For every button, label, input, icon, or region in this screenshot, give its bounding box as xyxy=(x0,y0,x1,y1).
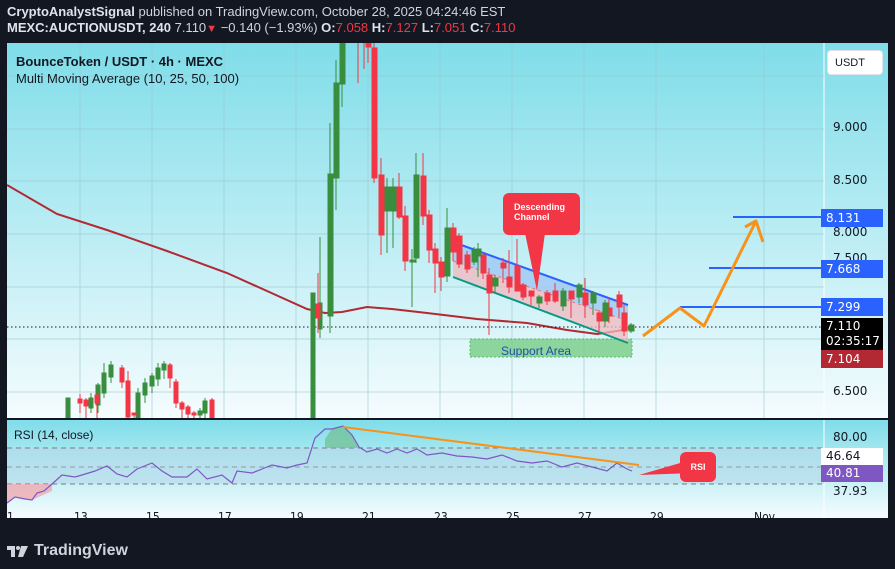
rsi-callout: RSI xyxy=(680,452,716,482)
down-triangle-icon: ▼ xyxy=(206,23,218,35)
publisher-line: CryptoAnalystSignal published on Trading… xyxy=(7,4,888,20)
time-tick: 27 xyxy=(578,510,592,524)
tradingview-brand: TradingView xyxy=(34,542,128,559)
time-tick: 1 xyxy=(7,510,14,524)
chart-container[interactable]: BounceToken / USDT · 4h · MEXC Multi Mov… xyxy=(7,43,888,531)
price-tick: 8.500 xyxy=(833,173,868,187)
target-price-tag: 7.299 xyxy=(821,298,883,316)
indicator-label[interactable]: Multi Moving Average (10, 25, 50, 100) xyxy=(16,71,240,86)
tradingview-footer[interactable]: TradingView xyxy=(7,538,128,564)
chart-legend: BounceToken / USDT · 4h · MEXC Multi Mov… xyxy=(16,53,239,87)
time-tick: Nov xyxy=(754,510,776,524)
channel-top-line xyxy=(452,241,629,306)
open-label: O: xyxy=(321,20,336,35)
current-price-tag: 7.110 02:35:17 xyxy=(821,318,883,350)
close-label: C: xyxy=(470,20,484,35)
last-price: 7.110 xyxy=(174,20,207,35)
chart-title: BounceToken / USDT · 4h · MEXC xyxy=(16,54,224,69)
tradingview-logo-icon xyxy=(7,545,28,557)
projection-arrow xyxy=(642,220,758,338)
high-value: 7.127 xyxy=(385,20,419,35)
publish-header: CryptoAnalystSignal published on Trading… xyxy=(0,0,895,42)
ma-100-line xyxy=(7,184,633,336)
currency-button[interactable]: USDT xyxy=(827,50,883,75)
published-text: published on TradingView.com, October 28… xyxy=(138,4,506,19)
rsi-legend[interactable]: RSI (14, close) xyxy=(14,428,94,442)
support-area-box xyxy=(469,338,633,358)
price-tick: 8.000 xyxy=(833,225,868,239)
symbol-line: MEXC:AUCTIONUSDT, 240 7.110▼ −0.140 (−1.… xyxy=(7,20,888,37)
close-value: 7.110 xyxy=(483,20,516,35)
time-tick: 29 xyxy=(650,510,664,524)
callout-line: Descending xyxy=(514,202,566,212)
time-tick: 13 xyxy=(74,510,88,524)
rsi-tick: 37.93 xyxy=(833,484,868,498)
chart-canvas[interactable] xyxy=(7,43,888,531)
ma-price-tag: 7.104 xyxy=(821,350,883,368)
rsi-trend-line xyxy=(342,426,640,466)
publisher-name[interactable]: CryptoAnalystSignal xyxy=(7,4,135,19)
support-area-label: Support Area xyxy=(501,344,572,358)
price-change: −0.140 (−1.93%) xyxy=(220,20,318,35)
target-price-tag: 7.668 xyxy=(821,260,883,278)
candles xyxy=(65,43,635,419)
symbol-name: MEXC:AUCTIONUSDT, 240 xyxy=(7,20,171,35)
current-price-value: 7.110 xyxy=(826,319,861,333)
target-price-tag: 8.131 xyxy=(821,209,883,227)
time-tick: 21 xyxy=(362,510,376,524)
rsi-tick: 80.00 xyxy=(833,430,868,444)
low-value: 7.051 xyxy=(433,20,467,35)
high-label: H: xyxy=(371,20,386,35)
open-value: 7.058 xyxy=(335,20,369,35)
time-tick: 15 xyxy=(146,510,160,524)
low-label: L: xyxy=(421,20,434,35)
rsi-line xyxy=(7,425,633,504)
bar-countdown: 02:35:17 xyxy=(826,334,880,348)
rsi-ma-tag: 46.64 xyxy=(821,448,883,465)
price-tick: 9.000 xyxy=(833,120,868,134)
time-tick: 25 xyxy=(506,510,520,524)
time-tick: 17 xyxy=(218,510,232,524)
time-tick: 23 xyxy=(434,510,448,524)
descending-channel-callout: Descending Channel xyxy=(503,193,580,235)
time-tick: 19 xyxy=(290,510,304,524)
price-tick: 6.500 xyxy=(833,384,868,398)
callout-line: Channel xyxy=(514,212,550,222)
rsi-value-tag: 40.81 xyxy=(821,465,883,482)
